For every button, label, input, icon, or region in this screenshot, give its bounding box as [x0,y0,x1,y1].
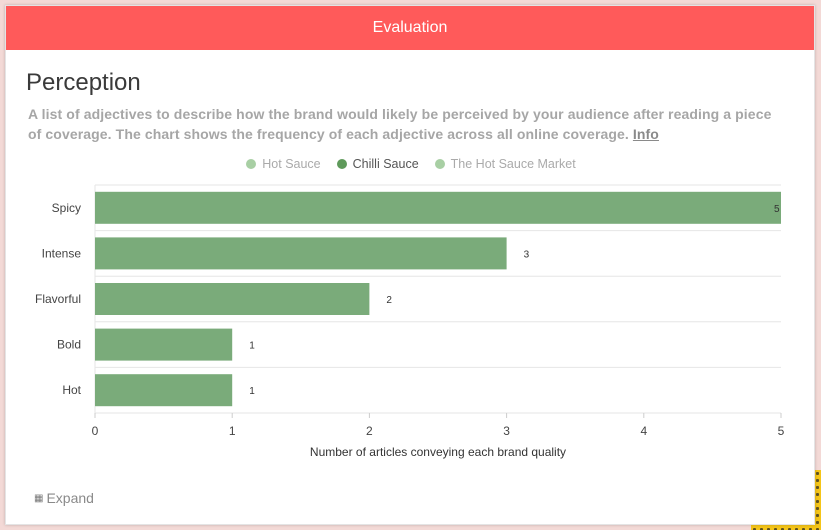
header-title: Evaluation [372,19,448,36]
legend-label: Chilli Sauce [352,157,419,171]
bar [95,237,507,270]
x-tick-label: 2 [366,424,373,438]
bar [95,374,233,407]
expand-button[interactable]: ▦ Expand [34,490,94,506]
legend-label: The Hot Sauce Market [450,157,576,171]
category-label: Flavorful [35,292,81,306]
legend-item[interactable]: Chilli Sauce [336,157,419,171]
info-link[interactable]: Info [632,126,659,142]
category-label: Bold [57,338,81,352]
expand-icon: ▦ [34,492,44,504]
bar [95,283,370,315]
section-description: A list of adjectives to describe how the… [28,104,788,144]
x-tick-label: 1 [229,424,236,438]
bar [95,328,233,361]
chart-legend: Hot Sauce Chilli Sauce The Hot Sauce Marke… [6,157,816,171]
perception-card: Evaluation Perception A list of adjectiv… [5,5,815,525]
legend-dot-icon [336,159,347,169]
category-label: Spicy [52,201,81,215]
x-tick-label: 5 [778,424,785,438]
x-tick-label: 4 [640,424,647,438]
legend-item[interactable]: The Hot Sauce Market [434,157,576,171]
x-tick-label: 0 [92,424,99,438]
bar-chart: Spicy 5 Intense 3 Flavorful 2 Bold 1 Hot 1 0 1 2 3 4 5 N… [35,184,785,459]
section-title: Perception [26,69,141,96]
data-label: 2 [386,295,392,306]
legend-label: Hot Sauce [262,157,321,171]
expand-label: Expand [46,490,94,506]
category-label: Intense [42,246,82,260]
x-tick-label: 3 [503,424,510,438]
x-axis-title: Number of articles conveying each brand … [310,445,566,459]
data-label: 1 [249,341,255,352]
data-label: 3 [524,249,530,260]
legend-item[interactable]: Hot Sauce [246,157,321,171]
data-label: 1 [249,386,255,397]
data-label: 5 [774,204,780,215]
bar [95,191,781,224]
description-text: A list of adjectives to describe how the… [28,106,772,142]
card-header: Evaluation [6,6,814,50]
legend-dot-icon [434,159,445,169]
category-label: Hot [62,383,81,397]
legend-dot-icon [246,159,257,169]
